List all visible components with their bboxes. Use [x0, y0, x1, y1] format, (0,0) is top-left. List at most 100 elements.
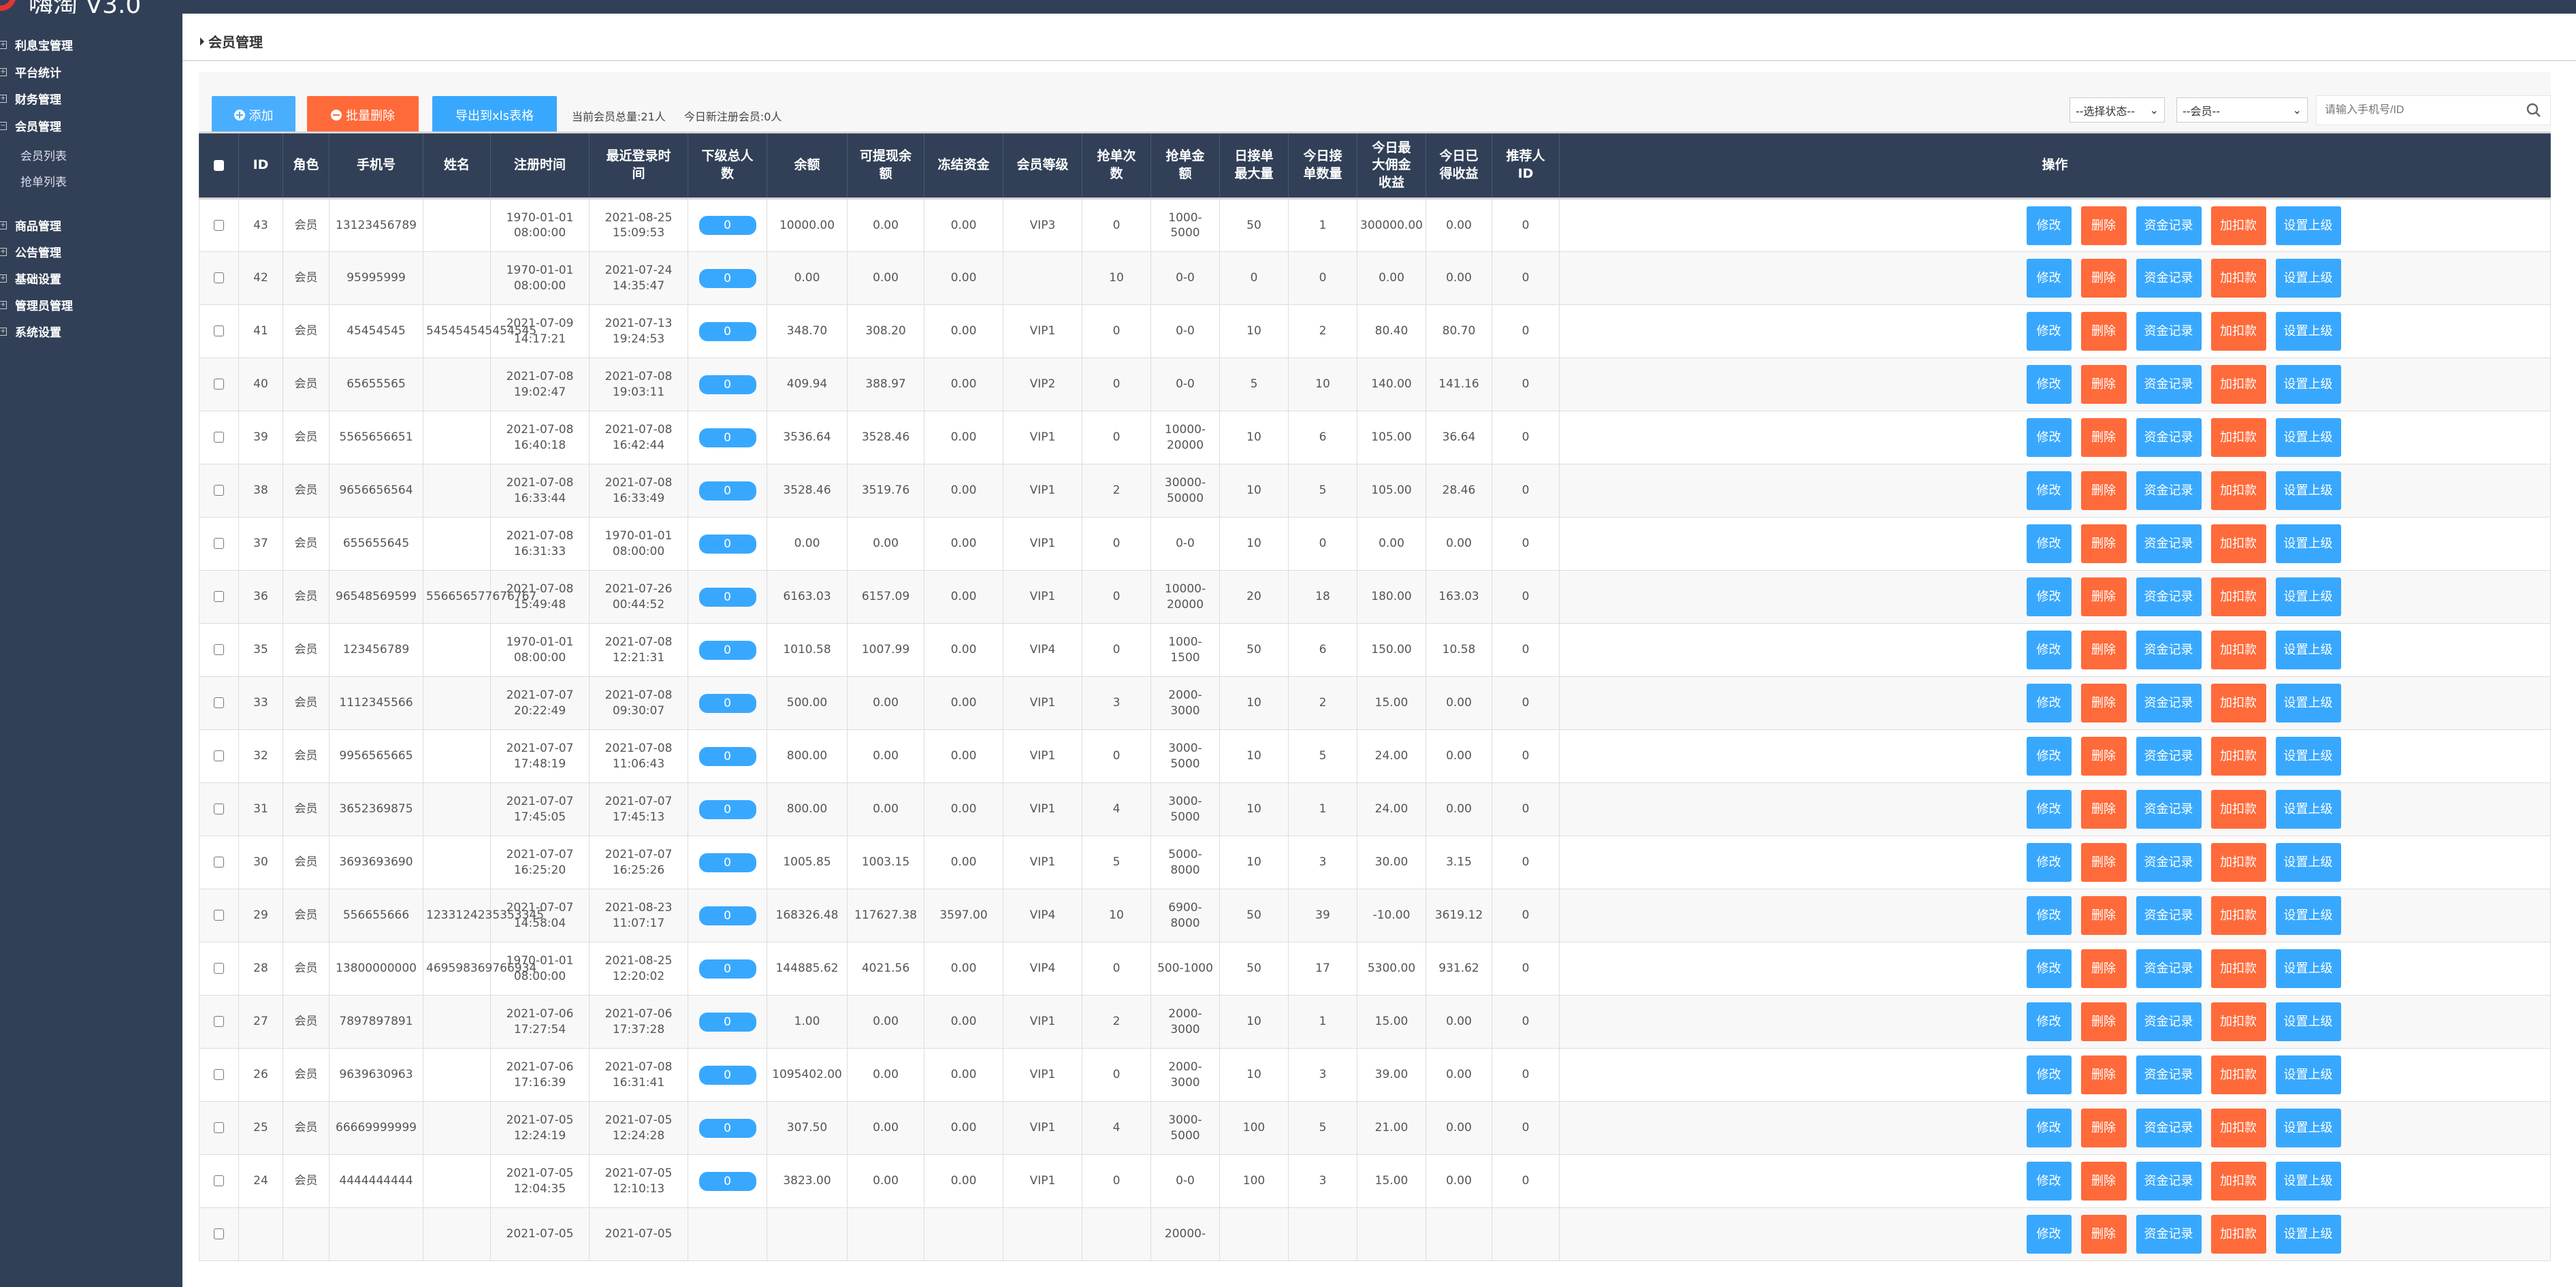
row-checkbox[interactable] — [214, 644, 224, 656]
set-parent-button[interactable]: 设置上级 — [2275, 1162, 2341, 1201]
sidebar-item[interactable]: + 基础设置 — [0, 270, 61, 287]
subordinate-count-badge[interactable]: 0 — [698, 321, 756, 341]
row-checkbox[interactable] — [214, 963, 224, 974]
adjust-balance-button[interactable]: 加扣款 — [2210, 949, 2266, 988]
fund-records-button[interactable]: 资金记录 — [2136, 365, 2202, 404]
delete-button[interactable]: 删除 — [2080, 896, 2127, 935]
row-checkbox[interactable] — [214, 485, 224, 496]
row-checkbox[interactable] — [214, 538, 224, 550]
delete-button[interactable]: 删除 — [2080, 365, 2127, 404]
edit-button[interactable]: 修改 — [2026, 1162, 2072, 1201]
subordinate-count-badge[interactable]: 0 — [698, 799, 756, 819]
sidebar-subitem[interactable]: 会员列表 — [20, 150, 67, 163]
fund-records-button[interactable]: 资金记录 — [2136, 1055, 2202, 1094]
edit-button[interactable]: 修改 — [2026, 206, 2072, 245]
delete-button[interactable]: 删除 — [2080, 471, 2127, 510]
subordinate-count-badge[interactable]: 0 — [698, 1012, 756, 1032]
delete-button[interactable]: 删除 — [2080, 790, 2127, 829]
subordinate-count-badge[interactable]: 0 — [698, 693, 756, 713]
subordinate-count-badge[interactable]: 0 — [698, 534, 756, 554]
set-parent-button[interactable]: 设置上级 — [2275, 312, 2341, 351]
adjust-balance-button[interactable]: 加扣款 — [2210, 631, 2266, 669]
row-checkbox[interactable] — [214, 1228, 224, 1240]
edit-button[interactable]: 修改 — [2026, 790, 2072, 829]
adjust-balance-button[interactable]: 加扣款 — [2210, 471, 2266, 510]
subordinate-count-badge[interactable]: 0 — [698, 1065, 756, 1085]
fund-records-button[interactable]: 资金记录 — [2136, 471, 2202, 510]
subordinate-count-badge[interactable]: 0 — [698, 268, 756, 288]
adjust-balance-button[interactable]: 加扣款 — [2210, 1162, 2266, 1201]
fund-records-button[interactable]: 资金记录 — [2136, 312, 2202, 351]
fund-records-button[interactable]: 资金记录 — [2136, 1002, 2202, 1041]
edit-button[interactable]: 修改 — [2026, 896, 2072, 935]
subordinate-count-badge[interactable]: 0 — [698, 481, 756, 500]
subordinate-count-badge[interactable]: 0 — [698, 428, 756, 447]
delete-button[interactable]: 删除 — [2080, 524, 2127, 563]
row-checkbox[interactable] — [214, 910, 224, 921]
set-parent-button[interactable]: 设置上级 — [2275, 577, 2341, 616]
row-checkbox[interactable] — [214, 1122, 224, 1134]
set-parent-button[interactable]: 设置上级 — [2275, 896, 2341, 935]
fund-records-button[interactable]: 资金记录 — [2136, 949, 2202, 988]
row-checkbox[interactable] — [214, 1016, 224, 1028]
row-checkbox[interactable] — [214, 272, 224, 284]
sidebar-item[interactable]: + 系统设置 — [0, 323, 61, 340]
subordinate-count-badge[interactable]: 0 — [698, 587, 756, 607]
delete-button[interactable]: 删除 — [2080, 418, 2127, 457]
adjust-balance-button[interactable]: 加扣款 — [2210, 365, 2266, 404]
set-parent-button[interactable]: 设置上级 — [2275, 737, 2341, 776]
edit-button[interactable]: 修改 — [2026, 737, 2072, 776]
subordinate-count-badge[interactable]: 0 — [698, 746, 756, 766]
subordinate-count-badge[interactable]: 0 — [698, 640, 756, 660]
search-input[interactable] — [2325, 104, 2509, 116]
adjust-balance-button[interactable]: 加扣款 — [2210, 896, 2266, 935]
edit-button[interactable]: 修改 — [2026, 312, 2072, 351]
fund-records-button[interactable]: 资金记录 — [2136, 1109, 2202, 1147]
fund-records-button[interactable]: 资金记录 — [2136, 418, 2202, 457]
adjust-balance-button[interactable]: 加扣款 — [2210, 524, 2266, 563]
edit-button[interactable]: 修改 — [2026, 259, 2072, 298]
row-checkbox[interactable] — [214, 804, 224, 815]
set-parent-button[interactable]: 设置上级 — [2275, 471, 2341, 510]
delete-button[interactable]: 删除 — [2080, 1055, 2127, 1094]
delete-button[interactable]: 删除 — [2080, 684, 2127, 722]
set-parent-button[interactable]: 设置上级 — [2275, 1055, 2341, 1094]
subordinate-count-badge[interactable]: 0 — [698, 1171, 756, 1191]
set-parent-button[interactable]: 设置上级 — [2275, 843, 2341, 882]
row-checkbox[interactable] — [214, 432, 224, 443]
row-checkbox[interactable] — [214, 857, 224, 868]
export-xls-button[interactable]: 导出到xls表格 — [432, 96, 557, 134]
edit-button[interactable]: 修改 — [2026, 1002, 2072, 1041]
set-parent-button[interactable]: 设置上级 — [2275, 259, 2341, 298]
select-all-checkbox[interactable] — [214, 159, 224, 171]
set-parent-button[interactable]: 设置上级 — [2275, 631, 2341, 669]
fund-records-button[interactable]: 资金记录 — [2136, 206, 2202, 245]
sidebar-item[interactable]: + 财务管理 — [0, 90, 61, 107]
row-checkbox[interactable] — [214, 1175, 224, 1187]
delete-button[interactable]: 删除 — [2080, 312, 2127, 351]
delete-button[interactable]: 删除 — [2080, 737, 2127, 776]
edit-button[interactable]: 修改 — [2026, 1055, 2072, 1094]
set-parent-button[interactable]: 设置上级 — [2275, 1109, 2341, 1147]
subordinate-count-badge[interactable]: 0 — [698, 959, 756, 979]
edit-button[interactable]: 修改 — [2026, 684, 2072, 722]
subordinate-count-badge[interactable]: 0 — [698, 853, 756, 872]
edit-button[interactable]: 修改 — [2026, 471, 2072, 510]
edit-button[interactable]: 修改 — [2026, 524, 2072, 563]
row-checkbox[interactable] — [214, 1069, 224, 1081]
set-parent-button[interactable]: 设置上级 — [2275, 1002, 2341, 1041]
sidebar-item[interactable]: + 商品管理 — [0, 217, 61, 234]
delete-button[interactable]: 删除 — [2080, 1002, 2127, 1041]
adjust-balance-button[interactable]: 加扣款 — [2210, 1055, 2266, 1094]
set-parent-button[interactable]: 设置上级 — [2275, 1215, 2341, 1254]
fund-records-button[interactable]: 资金记录 — [2136, 1215, 2202, 1254]
adjust-balance-button[interactable]: 加扣款 — [2210, 1215, 2266, 1254]
adjust-balance-button[interactable]: 加扣款 — [2210, 1109, 2266, 1147]
adjust-balance-button[interactable]: 加扣款 — [2210, 790, 2266, 829]
delete-button[interactable]: 删除 — [2080, 259, 2127, 298]
set-parent-button[interactable]: 设置上级 — [2275, 524, 2341, 563]
fund-records-button[interactable]: 资金记录 — [2136, 631, 2202, 669]
delete-button[interactable]: 删除 — [2080, 631, 2127, 669]
edit-button[interactable]: 修改 — [2026, 418, 2072, 457]
delete-button[interactable]: 删除 — [2080, 206, 2127, 245]
